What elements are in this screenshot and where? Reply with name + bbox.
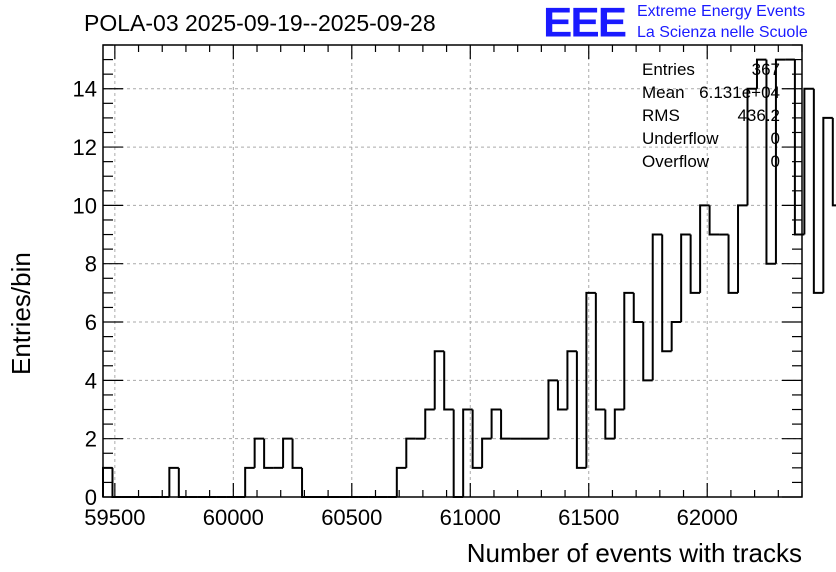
x-tick-label: 59500 (84, 505, 145, 530)
histogram-bin (812, 88, 824, 294)
histogram-bin (433, 350, 445, 410)
histogram-bin (661, 234, 672, 353)
stats-mean: Mean 6.131e+04 (642, 83, 780, 106)
histogram-bin (481, 437, 492, 468)
histogram-bin (282, 437, 293, 468)
histogram-bin (604, 409, 615, 440)
x-tick-label: 60000 (203, 505, 264, 530)
y-tick-label: 6 (85, 310, 97, 335)
stats-entries: Entries 367 (642, 60, 780, 83)
y-axis-label: Entries/bin (6, 252, 36, 375)
stats-box: Entries 367 Mean 6.131e+04 RMS 436.2 Und… (642, 60, 780, 175)
stats-rms: RMS 436.2 (642, 106, 780, 129)
x-tick-label: 60500 (321, 505, 382, 530)
histogram-bin (500, 409, 511, 440)
histogram-bin (651, 233, 663, 381)
histogram-bin (699, 204, 710, 293)
histogram-bin (547, 379, 558, 439)
histogram-bin (737, 204, 748, 293)
histogram-bin (443, 351, 454, 411)
histogram-bin (708, 205, 720, 236)
histogram-bin (111, 467, 122, 498)
histogram-bin (177, 467, 189, 498)
histogram-bin (566, 350, 577, 410)
histogram-bin (301, 467, 312, 498)
histogram-bin (244, 466, 255, 497)
histogram-bin (452, 409, 464, 498)
stats-entries-value: 367 (751, 60, 780, 79)
y-tick-label: 4 (85, 368, 97, 393)
y-tick-label: 14 (73, 77, 97, 102)
chart-title: POLA-03 2025-09-19--2025-09-28 (84, 10, 436, 36)
stats-entries-label: Entries (642, 60, 695, 79)
x-tick-label: 61500 (558, 505, 619, 530)
stats-rms-label: RMS (642, 106, 680, 125)
histogram-bin (822, 116, 833, 293)
histogram-bin (585, 291, 596, 468)
histogram-bin (632, 292, 644, 324)
histogram-bin (253, 437, 265, 468)
histogram-bin (803, 87, 814, 235)
stats-overflow: Overflow 0 (642, 152, 780, 175)
stats-underflow-value: 0 (770, 129, 780, 148)
histogram-bin (689, 234, 701, 294)
stats-underflow-label: Underflow (642, 129, 719, 148)
stats-mean-label: Mean (642, 83, 685, 102)
histogram-bin (594, 292, 606, 411)
histogram-bin (765, 59, 776, 265)
histogram-bin (471, 409, 483, 469)
stats-underflow: Underflow 0 (642, 129, 780, 152)
logo-caption-line2: La Scienza nelle Scuole (637, 24, 808, 41)
x-tick-label: 62000 (677, 505, 738, 530)
y-tick-label: 12 (73, 135, 97, 160)
histogram-bin (291, 438, 303, 469)
logo-caption-line1: Extreme Energy Events (637, 3, 806, 20)
stats-overflow-label: Overflow (642, 152, 710, 171)
histogram-bin (405, 437, 416, 468)
x-axis-label: Number of events with tracks (466, 538, 802, 568)
eee-logo: EEE (543, 0, 627, 46)
histogram-bin (642, 322, 653, 382)
histogram-bin (490, 408, 502, 439)
histogram-bin (831, 117, 836, 207)
histogram-bin (263, 438, 274, 469)
histogram-bin (395, 466, 407, 497)
histogram-bin (774, 58, 786, 264)
histogram-bin (623, 291, 634, 410)
histogram-bin (102, 466, 113, 497)
y-tick-label: 10 (73, 193, 97, 218)
histogram-bin (168, 466, 179, 497)
histogram-bin (746, 87, 757, 206)
histogram-bin (462, 408, 473, 497)
plot-frame (102, 44, 803, 498)
histogram-bin (755, 58, 767, 89)
stats-mean-value: 6.131e+04 (699, 83, 780, 102)
y-tick-label: 8 (85, 252, 97, 277)
histogram-bin (556, 380, 568, 411)
y-tick-label: 0 (85, 485, 97, 510)
x-tick-label: 61000 (440, 505, 501, 530)
stats-rms-value: 436.2 (737, 106, 780, 125)
histogram-bin (727, 234, 739, 294)
stats-overflow-value: 0 (770, 152, 780, 171)
histogram-bin (680, 233, 691, 323)
histogram-bin (793, 59, 805, 236)
histogram-bin (613, 408, 625, 439)
histogram-bin (424, 408, 435, 439)
histogram-bin (575, 351, 587, 469)
y-tick-label: 2 (85, 427, 97, 452)
histogram-bin (670, 321, 682, 352)
